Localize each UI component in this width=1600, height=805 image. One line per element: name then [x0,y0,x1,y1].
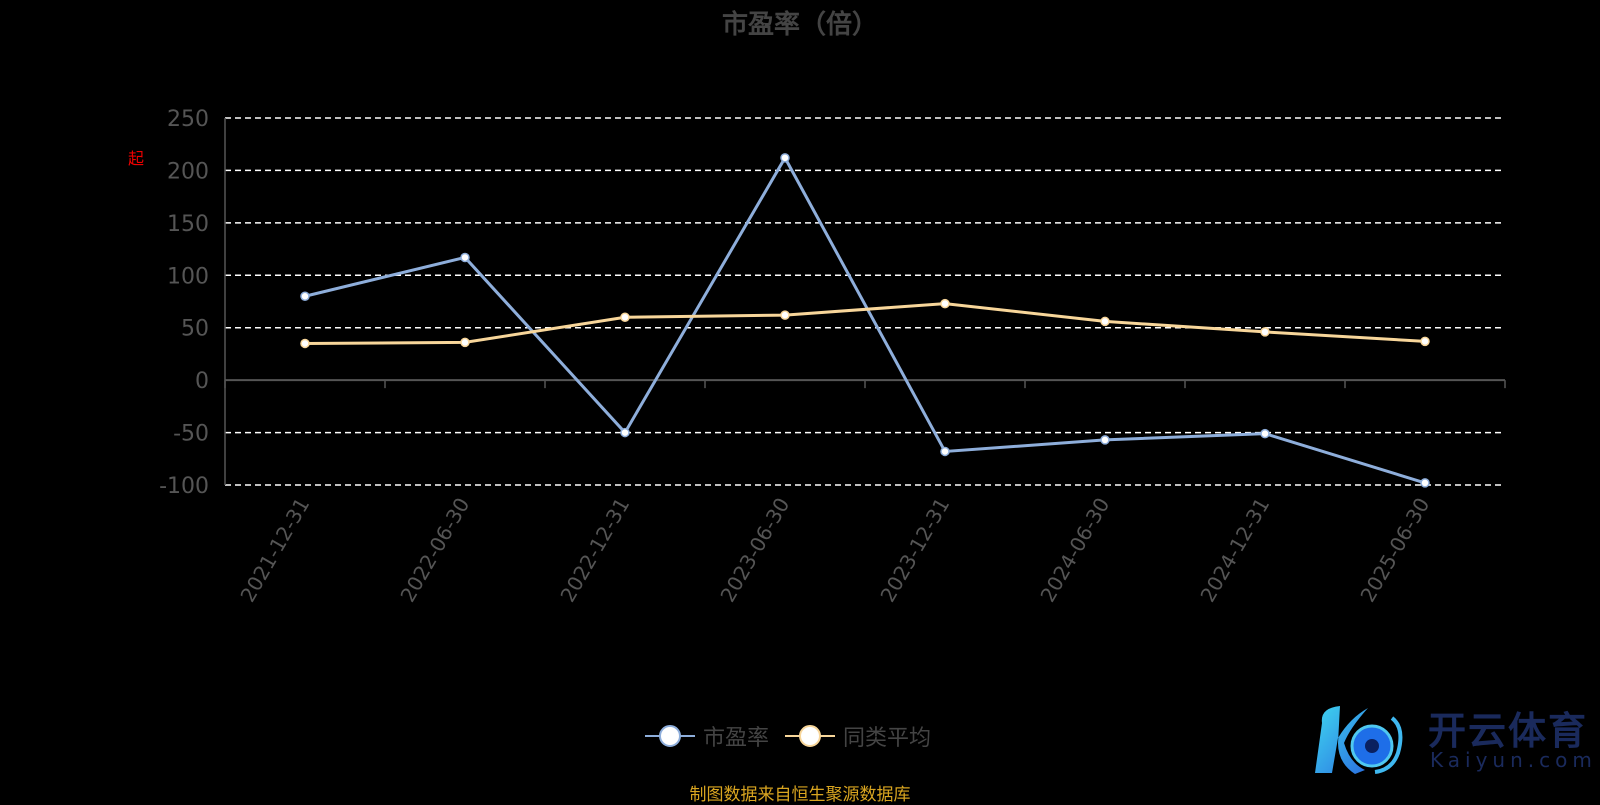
x-tick-label: 2022-12-31 [555,494,634,607]
source-note: 制图数据来自恒生聚源数据库 [689,785,911,805]
y-tick-label: 0 [195,369,209,394]
x-tick-label: 2023-12-31 [875,494,954,607]
data-point [300,291,310,302]
y-tick-label: 100 [167,264,209,289]
data-point [1100,435,1110,445]
data-point [1260,327,1270,337]
data-point [1260,428,1270,439]
y-tick-label: -100 [159,474,209,499]
x-tick-label: 2024-12-31 [1195,494,1274,607]
data-point [780,153,790,163]
data-point [1100,316,1110,327]
data-point [620,312,630,322]
series-line-0 [304,154,1426,485]
y-tick-label: 50 [181,317,209,342]
data-point [1420,478,1430,488]
legend-item-pe[interactable]: 市盈率 [645,720,769,752]
chart-title: 市盈率（倍） [721,10,878,40]
data-point [300,338,310,349]
data-point [940,446,950,457]
kaiyun-logo: 开云体育 Kaiyun.com [1310,698,1592,778]
x-tick-label: 2025-06-30 [1355,494,1434,607]
y-tick-label: -50 [173,422,209,447]
y-tick-label: 250 [167,107,209,132]
red-annotation: 起 [128,149,145,168]
y-tick-label: 200 [167,159,209,184]
legend-item-avg[interactable]: 同类平均 [785,720,931,752]
legend-label: 同类平均 [843,726,932,751]
data-point [620,427,630,438]
legend-label: 市盈率 [703,726,770,751]
data-point [1420,336,1430,347]
data-point [940,298,950,309]
series-line-1 [304,302,1426,345]
x-tick-label: 2024-06-30 [1035,494,1114,607]
y-tick-label: 150 [167,212,209,237]
x-tick-label: 2021-12-31 [235,494,314,607]
legend-symbol [645,724,695,748]
logo-k-ball-icon [1315,706,1403,774]
data-point [460,252,470,263]
legend-symbol [785,724,836,748]
data-point [460,337,470,348]
logo-url: Kaiyun.com [1430,748,1597,772]
x-tick-label: 2022-06-30 [395,494,474,607]
data-point [780,310,790,320]
legend: 市盈率 同类平均 [645,720,931,752]
x-tick-label: 2023-06-30 [715,494,794,607]
logo-name: 开云体育 [1428,709,1589,753]
